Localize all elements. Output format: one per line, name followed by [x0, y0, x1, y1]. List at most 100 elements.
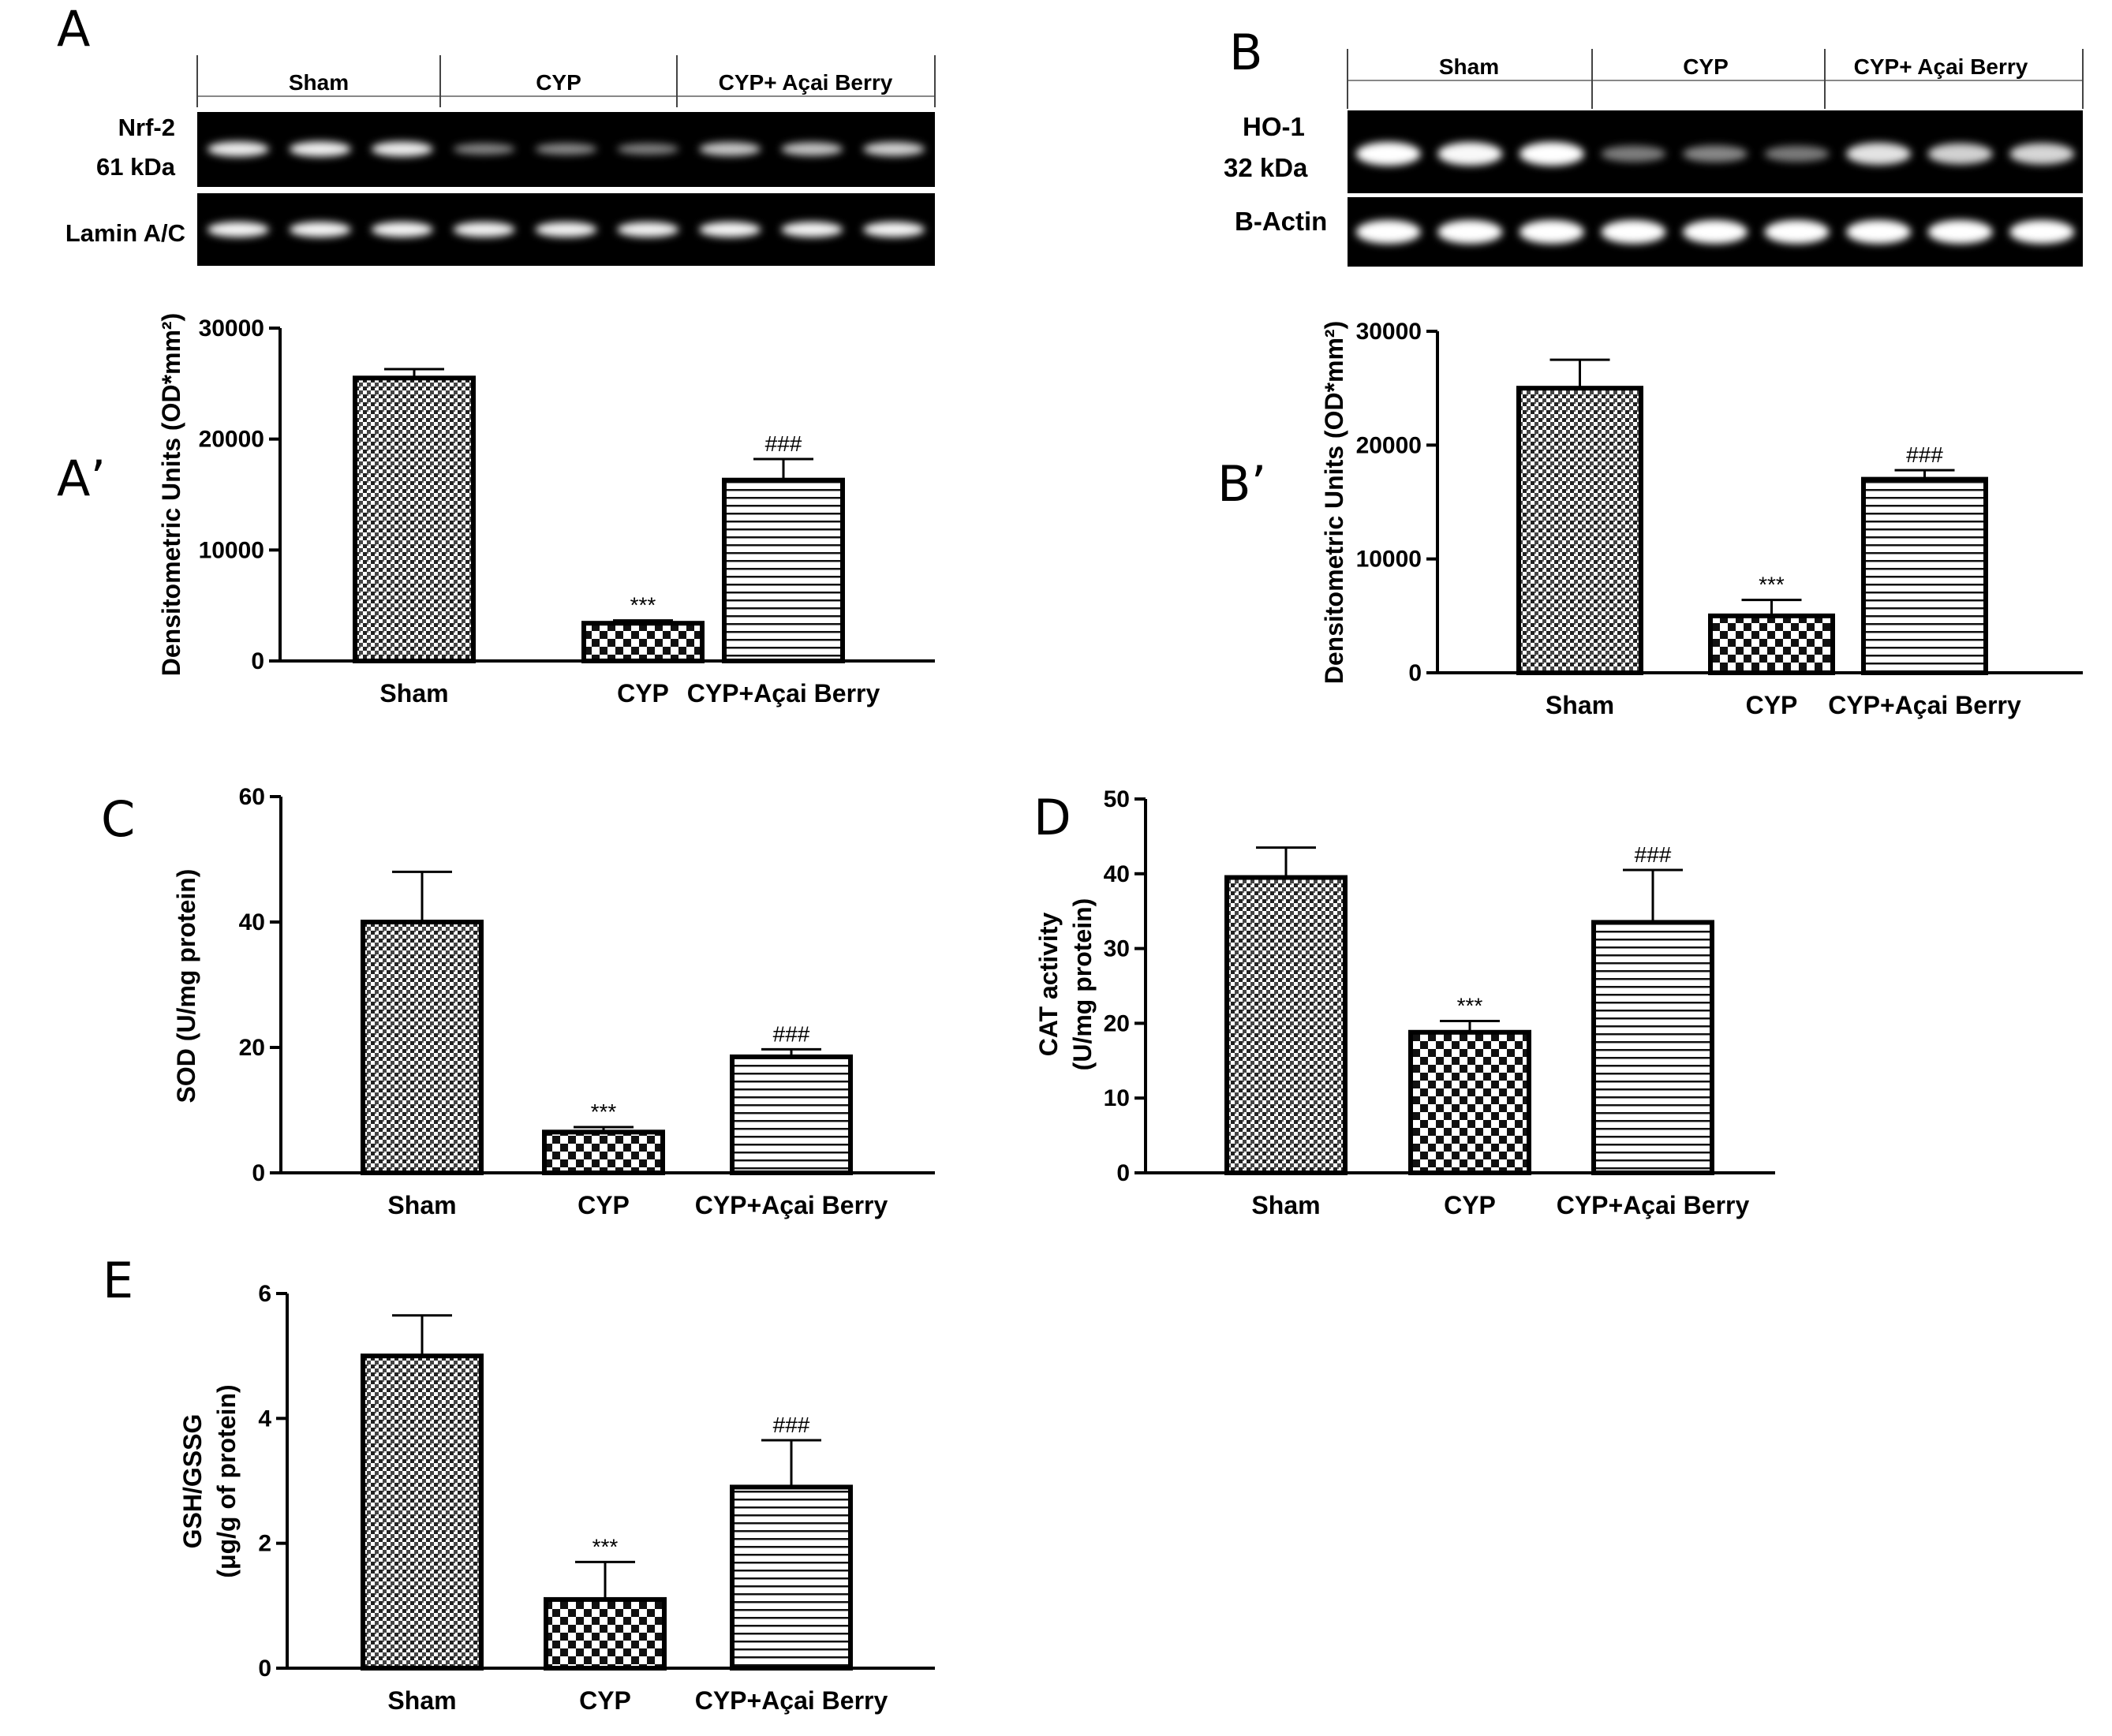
- x-category-label: CYP: [617, 679, 669, 707]
- x-category-label: CYP+Açai Berry: [695, 1686, 888, 1715]
- bar: [353, 375, 476, 663]
- blot-band-control: [535, 222, 597, 237]
- blot-band-control: [699, 222, 761, 237]
- blot-a-group-label: CYP: [536, 70, 581, 95]
- bar: [1591, 920, 1714, 1176]
- blot-band-target: [1764, 145, 1830, 162]
- y-axis-title: GSH/GSSG: [178, 1414, 207, 1549]
- blot-band-control: [781, 222, 843, 237]
- bar: [730, 1484, 853, 1671]
- y-tick-label: 60: [239, 784, 265, 810]
- blot-band-control: [2009, 220, 2075, 244]
- y-tick-label: 30000: [1356, 319, 1422, 345]
- bar: [1516, 386, 1643, 675]
- panel-letter-b-prime: B’: [1217, 455, 1266, 513]
- blot-band-target: [289, 141, 351, 157]
- blot-band-control: [1355, 220, 1421, 244]
- bar-chart-e-gsh: 0 2 4 6 GSH/GSSG (μg/g of protein) Sham CYP *** C…: [178, 1281, 935, 1715]
- panel-letter-e: E: [103, 1252, 133, 1309]
- y-tick-label: 30000: [199, 315, 264, 342]
- x-category-label: CYP: [578, 1191, 630, 1219]
- blot-band-control: [1601, 220, 1666, 244]
- bar: [722, 477, 845, 663]
- x-category-label: Sham: [1251, 1191, 1320, 1219]
- bar: [361, 920, 484, 1175]
- blot-band-target: [453, 143, 515, 155]
- significance-marker: ***: [591, 1099, 617, 1124]
- bar: [1224, 875, 1348, 1176]
- bar: [1408, 1029, 1531, 1175]
- blot-band-control: [863, 222, 925, 237]
- blot-band-control: [1846, 220, 1912, 244]
- y-tick-label: 40: [239, 909, 265, 935]
- blot-b-target-bands: [1355, 142, 2075, 166]
- y-axis-title-units: (U/mg protein): [1068, 898, 1097, 1071]
- blot-band-control: [1927, 220, 1993, 244]
- y-tick-label: 10: [1104, 1085, 1130, 1111]
- blot-band-target: [1683, 145, 1748, 162]
- y-tick-label: 40: [1104, 861, 1130, 887]
- y-tick-label: 0: [1408, 660, 1422, 686]
- blot-band-target: [371, 141, 433, 157]
- bar: [581, 621, 705, 664]
- blot-band-target: [617, 144, 679, 155]
- blot-b-group-label: Sham: [1439, 54, 1499, 79]
- blot-a-group-label: CYP+ Açai Berry: [719, 70, 893, 95]
- y-tick-label: 10000: [199, 537, 264, 563]
- significance-marker: ###: [765, 431, 802, 456]
- x-category-label: CYP+Açai Berry: [1557, 1191, 1750, 1219]
- blot-band-target: [863, 142, 925, 156]
- x-category-label: CYP: [1444, 1191, 1496, 1219]
- blot-band-target: [1927, 143, 1993, 165]
- blot-band-target: [781, 142, 843, 156]
- western-blot-b: Sham CYP CYP+ Açai Berry HO-1 32 kDa B-A…: [1224, 49, 2084, 267]
- x-category-label: Sham: [1546, 691, 1614, 719]
- blot-a-control-bands: [207, 222, 925, 237]
- y-tick-label: 20000: [199, 427, 264, 453]
- panel-letter-b: B: [1229, 24, 1263, 81]
- panel-letter-c: C: [101, 790, 135, 848]
- panel-letter-d: D: [1034, 789, 1071, 846]
- significance-marker: ###: [773, 1413, 810, 1437]
- bar: [1708, 613, 1835, 675]
- x-category-label: CYP: [1746, 691, 1798, 719]
- y-tick-label: 0: [1116, 1160, 1130, 1186]
- bar-chart-a-prime: 0 10000 20000 30000 Densitometric Units (OD*…: [157, 313, 935, 707]
- blot-band-control: [1764, 220, 1830, 244]
- bar-chart-d-cat: 0 10 20 30 40 50 CAT activity (U/mg protein) Sha…: [1034, 786, 1775, 1219]
- blot-band-target: [1846, 143, 1912, 165]
- x-category-label: Sham: [387, 1686, 456, 1715]
- significance-marker: ***: [630, 593, 656, 618]
- blot-band-target: [2009, 143, 2075, 165]
- significance-marker: ###: [1635, 842, 1672, 867]
- x-category-label: CYP+Açai Berry: [695, 1191, 888, 1219]
- y-axis-title-units: (μg/g of protein): [212, 1384, 241, 1577]
- y-tick-label: 0: [258, 1656, 271, 1682]
- significance-marker: ***: [1457, 994, 1483, 1018]
- x-category-label: CYP: [579, 1686, 631, 1715]
- y-tick-label: 50: [1104, 786, 1130, 812]
- blot-band-control: [1519, 220, 1584, 244]
- blot-b-target-weight: 32 kDa: [1224, 153, 1308, 182]
- y-tick-label: 0: [251, 648, 264, 674]
- blot-band-control: [453, 222, 515, 237]
- blot-band-control: [289, 222, 351, 237]
- y-tick-label: 2: [258, 1531, 271, 1557]
- blot-band-target: [1519, 142, 1584, 166]
- blot-band-control: [617, 222, 679, 237]
- blot-band-control: [207, 222, 269, 237]
- blot-band-target: [207, 141, 269, 157]
- significance-marker: ***: [592, 1534, 619, 1559]
- blot-b-group-label: CYP: [1683, 54, 1729, 79]
- significance-marker: ###: [1906, 442, 1943, 467]
- blot-band-control: [371, 222, 433, 237]
- blot-band-target: [699, 142, 761, 156]
- bar: [542, 1129, 665, 1175]
- blot-band-target: [1437, 142, 1503, 166]
- x-category-label: CYP+Açai Berry: [1828, 691, 2021, 719]
- panel-letter-a-prime: A’: [57, 450, 106, 507]
- x-category-label: Sham: [387, 1191, 456, 1219]
- blot-a-group-label: Sham: [289, 70, 349, 95]
- blot-a-control-name: Lamin A/C: [65, 219, 185, 247]
